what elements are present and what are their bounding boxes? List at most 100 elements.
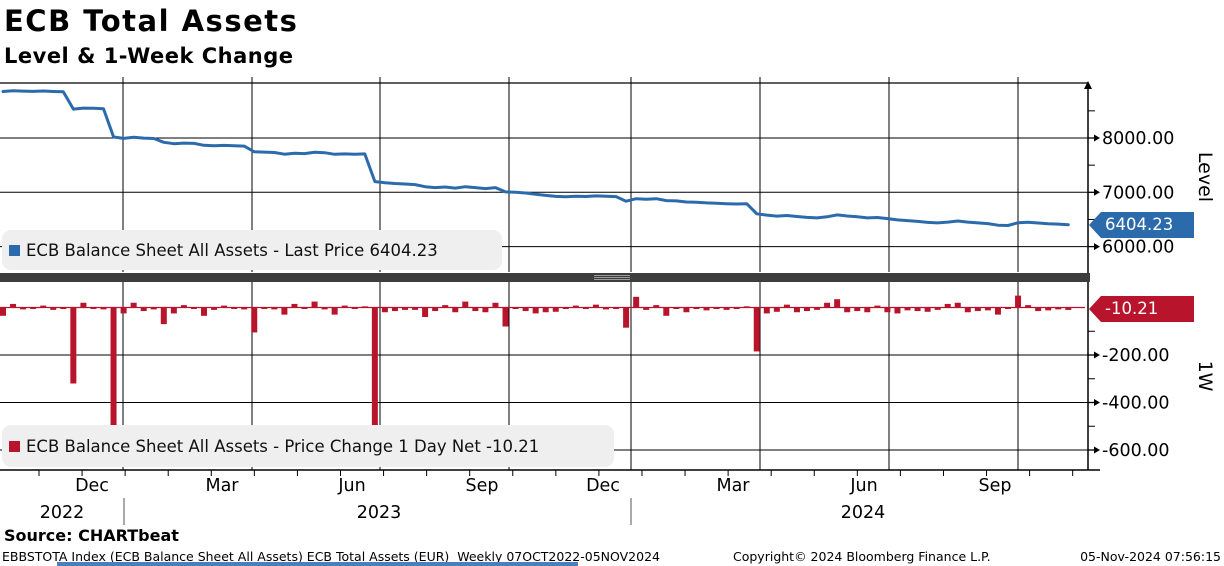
change-bar <box>422 307 429 317</box>
change-bar <box>391 307 398 312</box>
selection-strip <box>57 562 578 566</box>
page-title: ECB Total Assets <box>4 4 299 38</box>
x-month-label: Dec <box>75 476 109 496</box>
x-month-label: Jun <box>337 476 365 496</box>
change-bar <box>321 307 328 310</box>
y-tick-label: 6000.00 <box>1102 238 1174 258</box>
legend-change-series[interactable]: ECB Balance Sheet All Assets - Price Cha… <box>2 425 614 467</box>
change-bar <box>542 307 549 313</box>
change-bar <box>934 307 941 310</box>
change-bar <box>90 307 97 309</box>
change-bar <box>20 307 27 310</box>
change-bar <box>231 307 238 309</box>
y-axis-title-level: Level <box>1194 151 1216 203</box>
change-bar <box>140 307 147 312</box>
change-bar <box>824 302 831 308</box>
panel-separator <box>0 273 1090 282</box>
change-bar <box>180 305 187 308</box>
copyright-label: Copyright© 2024 Bloomberg Finance L.P. <box>733 549 991 564</box>
change-bar <box>432 307 439 312</box>
change-bar <box>0 307 6 316</box>
change-bar <box>522 307 529 312</box>
change-bar <box>723 307 730 310</box>
change-bar <box>1025 305 1032 308</box>
change-bar <box>743 306 750 308</box>
change-bar <box>371 307 378 429</box>
y-tick-arrow-icon <box>1094 243 1100 251</box>
change-bar <box>974 307 981 312</box>
x-month-label: Jun <box>849 476 877 496</box>
change-bar <box>1065 307 1072 310</box>
change-bar <box>633 296 640 308</box>
change-bar <box>884 307 891 313</box>
y-tick-arrow-icon <box>1094 446 1100 454</box>
y-tick-arrow-icon <box>1094 399 1100 406</box>
change-bar <box>281 307 288 315</box>
change-bar <box>170 307 177 314</box>
legend-level-series[interactable]: ECB Balance Sheet All Assets - Last Pric… <box>2 230 502 270</box>
change-bar <box>301 307 308 309</box>
page-subtitle: Level & 1-Week Change <box>4 44 294 68</box>
change-bar <box>582 307 589 309</box>
change-bar <box>1055 307 1062 310</box>
change-bar <box>984 307 991 311</box>
change-bar <box>482 307 489 313</box>
change-bar <box>693 307 700 309</box>
change-bar <box>914 307 921 312</box>
x-year-label: 2022 <box>40 503 85 523</box>
x-year-label: 2023 <box>357 503 402 523</box>
change-bar <box>603 307 609 310</box>
change-bar <box>412 307 419 310</box>
y-tick-arrow-icon <box>1094 134 1100 142</box>
change-bar <box>964 307 971 313</box>
change-bar <box>341 305 348 308</box>
change-bar <box>60 307 67 309</box>
change-bar <box>783 304 790 308</box>
change-bar <box>1045 307 1052 311</box>
legend-swatch-red <box>9 440 20 452</box>
change-bar <box>753 307 760 352</box>
change-bar <box>733 307 740 309</box>
change-bar <box>30 307 37 309</box>
change-bar <box>894 307 901 314</box>
change-bar <box>110 307 117 431</box>
change-bar <box>311 301 318 308</box>
y-tick-label: -400.00 <box>1102 394 1170 414</box>
security-info-label: EBBSTOTA Index (ECB Balance Sheet All As… <box>2 549 660 564</box>
change-bar <box>331 307 338 315</box>
change-bar <box>844 307 851 313</box>
x-year-label: 2024 <box>841 503 886 523</box>
x-month-label: Dec <box>586 476 620 496</box>
change-bar <box>442 305 449 308</box>
y-tick-label: -200.00 <box>1102 346 1170 366</box>
change-bar <box>773 307 780 312</box>
change-bar <box>814 307 821 310</box>
change-bar <box>502 307 509 327</box>
change-bar <box>70 307 77 384</box>
change-bar <box>924 307 931 312</box>
change-bar <box>80 302 87 308</box>
y-axis-title-1w: 1W <box>1194 360 1216 392</box>
change-bar <box>673 307 680 309</box>
change-bar <box>834 299 841 308</box>
change-bar <box>402 307 408 310</box>
change-bar <box>653 305 660 308</box>
change-bar <box>462 301 469 308</box>
change-bar <box>150 307 157 310</box>
change-bar <box>592 304 599 308</box>
change-bar <box>804 307 810 312</box>
change-bar <box>10 303 17 308</box>
change-bar <box>874 305 881 308</box>
change-bar <box>904 307 911 311</box>
y-tick-label: 8000.00 <box>1102 129 1174 149</box>
panel-resize-grip-icon[interactable] <box>594 275 630 280</box>
change-bar <box>351 307 358 309</box>
change-bar <box>793 307 800 313</box>
y-tick-arrow-icon <box>1094 351 1100 359</box>
change-bar <box>241 307 248 310</box>
change-bar <box>160 307 167 325</box>
change-bar <box>190 307 197 309</box>
change-bar <box>613 307 620 309</box>
